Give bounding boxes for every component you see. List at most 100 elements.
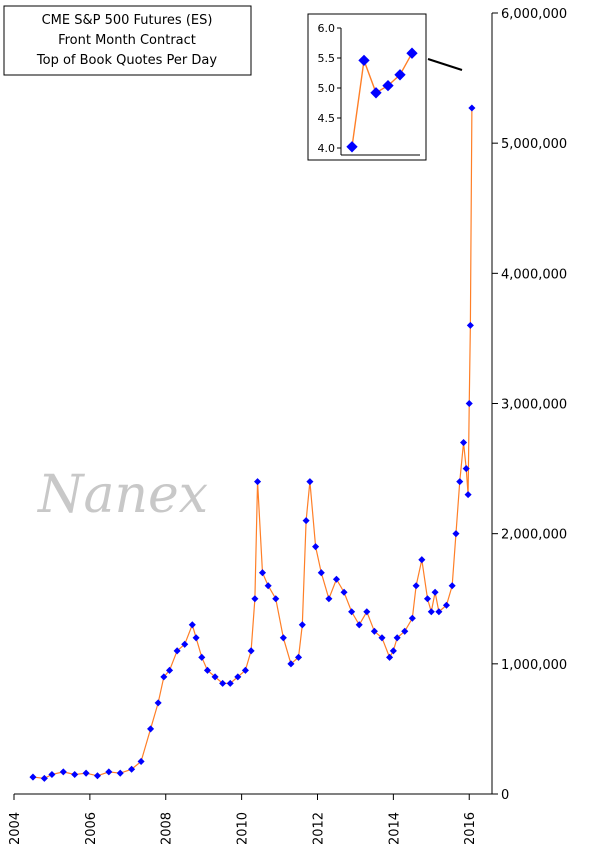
data-point — [160, 673, 168, 681]
x-tick-label: 2010 — [236, 812, 251, 845]
data-point — [348, 608, 356, 616]
data-point — [418, 556, 426, 564]
data-point — [154, 699, 162, 707]
data-point — [452, 530, 460, 538]
data-point — [219, 679, 227, 687]
x-tick-label: 2012 — [311, 812, 326, 845]
data-point — [325, 595, 333, 603]
inset-data-point — [358, 54, 370, 67]
data-point — [105, 768, 113, 776]
data-point — [203, 666, 212, 674]
data-point — [173, 647, 181, 655]
data-point — [468, 104, 476, 112]
data-point — [198, 653, 206, 661]
data-point — [448, 582, 456, 590]
data-point — [317, 569, 325, 577]
data-point — [254, 478, 262, 486]
y-tick-label: 0 — [501, 788, 509, 803]
data-point — [264, 582, 272, 590]
data-point — [401, 627, 409, 635]
data-point — [302, 517, 310, 525]
data-point — [465, 399, 473, 408]
data-point — [363, 608, 371, 616]
data-point — [116, 769, 124, 777]
x-tick-label: 2014 — [387, 812, 402, 845]
y-tick-label: 3,000,000 — [501, 398, 567, 413]
data-point — [128, 765, 136, 773]
x-tick-label: 2008 — [160, 812, 175, 845]
data-point — [456, 478, 464, 486]
data-point — [412, 582, 420, 590]
data-point — [279, 634, 287, 642]
data-point — [258, 569, 267, 577]
y-tick-label: 2,000,000 — [501, 528, 567, 543]
data-point — [442, 601, 451, 609]
data-point — [370, 627, 378, 635]
data-point — [287, 660, 295, 668]
inset-y-tick-label: 4.0 — [318, 142, 336, 155]
data-point — [192, 634, 200, 642]
x-tick-label: 2006 — [84, 812, 99, 845]
data-point — [247, 647, 255, 655]
data-point — [466, 321, 474, 329]
data-point — [59, 768, 67, 776]
data-point — [211, 673, 219, 681]
data-point — [226, 679, 234, 687]
data-point — [435, 608, 443, 616]
series-line — [32, 108, 473, 779]
series-points — [29, 104, 476, 782]
y-ticks: 0 1,000,000 2,000,000 3,000,000 4,000,000 5,0… — [492, 7, 567, 803]
data-point — [460, 439, 468, 447]
data-point — [340, 588, 348, 596]
data-point — [355, 621, 363, 629]
y-tick-label: 5,000,000 — [501, 137, 567, 152]
data-point — [93, 772, 101, 780]
inset-chart: 6.0 5.5 5.0 4.5 4.0 — [307, 13, 463, 161]
data-point — [234, 673, 242, 681]
data-point — [464, 491, 472, 499]
title-line-2: Front Month Contract — [58, 33, 196, 48]
x-ticks: 2004 2006 2008 2010 2012 2014 2016 — [8, 794, 478, 845]
data-point — [393, 634, 401, 642]
y-tick-label: 6,000,000 — [501, 7, 567, 22]
data-point — [166, 666, 174, 674]
data-point — [462, 465, 470, 473]
data-point — [431, 588, 439, 596]
data-point — [137, 757, 145, 765]
inset-pointer — [427, 58, 463, 71]
inset-y-tick-label: 6.0 — [318, 22, 336, 35]
data-point — [294, 653, 303, 661]
series-line-path — [32, 108, 473, 779]
data-point — [332, 575, 340, 583]
inset-y-tick-label: 4.5 — [318, 112, 336, 125]
inset-frame — [307, 13, 427, 161]
data-point — [427, 608, 435, 616]
data-point — [188, 621, 196, 629]
data-point — [82, 769, 90, 777]
inset-ticks: 6.0 5.5 5.0 4.5 4.0 — [318, 22, 341, 155]
data-point — [48, 770, 56, 779]
data-point — [71, 770, 79, 779]
inset-data-point — [406, 47, 418, 59]
title-line-3: Top of Book Quotes Per Day — [36, 53, 217, 68]
data-point — [312, 543, 320, 551]
x-tick-label: 2016 — [463, 812, 478, 845]
data-point — [389, 647, 397, 655]
title-box: CME S&P 500 Futures (ES) Front Month Con… — [3, 5, 252, 76]
data-point — [423, 595, 432, 603]
data-point — [378, 634, 386, 642]
data-point — [386, 653, 394, 661]
data-point — [181, 640, 189, 648]
data-point — [241, 666, 249, 674]
y-tick-label: 1,000,000 — [501, 658, 567, 673]
inset-y-tick-label: 5.0 — [318, 82, 336, 95]
inset-data-point — [346, 141, 358, 153]
data-point — [147, 725, 155, 733]
inset-y-tick-label: 5.5 — [318, 52, 336, 65]
data-point — [29, 773, 37, 781]
data-point — [306, 478, 314, 486]
x-tick-label: 2004 — [8, 812, 23, 845]
data-point — [40, 774, 48, 782]
title-line-1: CME S&P 500 Futures (ES) — [42, 13, 213, 28]
